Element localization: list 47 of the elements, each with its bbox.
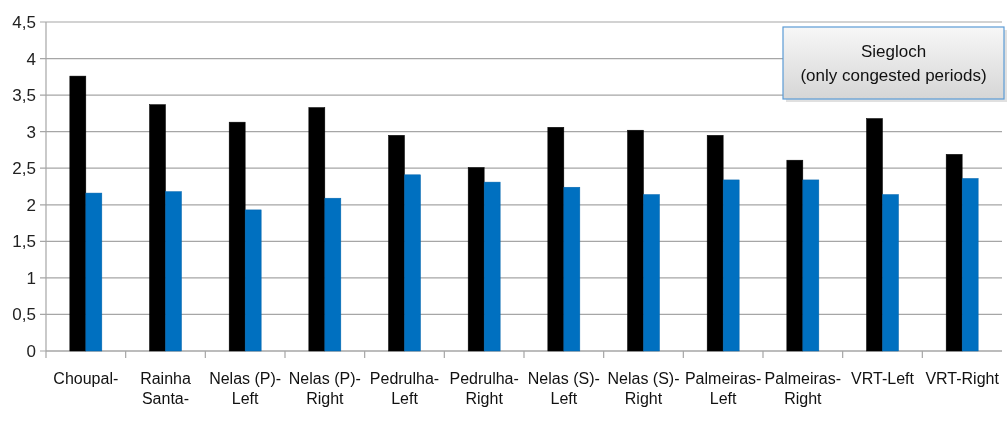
y-tick-label: 3 [26,122,36,142]
bar [244,209,262,352]
bar [228,121,246,352]
bar [802,179,820,352]
annotation: Siegloch (only congested periods) [800,42,987,85]
x-tick-label: VRT-Right [925,370,1000,387]
bar [945,154,963,352]
x-tick-label: Palmeiras- Left [684,370,762,407]
y-tick-label: 1,5 [12,232,36,252]
bar [961,178,979,352]
bar [308,107,326,352]
x-tick-label: VRT-Left [851,370,915,387]
bar [547,127,565,352]
bar [706,135,724,352]
bar [563,186,581,352]
bar [85,192,103,352]
bar [882,194,899,352]
bar [627,129,644,352]
bar [404,174,421,352]
bar [866,118,883,352]
y-tick-label: 0,5 [12,305,36,325]
x-tick-label: Nelas (S)- Right [607,370,680,407]
y-tick-label: 3,5 [12,86,36,106]
y-tick-label: 2 [26,195,36,215]
x-tick-label: Rainha Santa- [140,370,191,407]
x-tick-label: Pedrulha- Right [449,370,519,407]
bar [165,191,182,352]
y-tick-label: 2,5 [12,159,36,179]
x-tick-label: Pedrulha- Left [369,370,440,407]
bar [149,104,166,352]
x-tick-label: Palmeiras- Right [764,370,842,407]
y-tick-label: 4,5 [12,12,36,32]
bar [388,135,405,352]
y-tick-label: 4 [26,49,36,69]
y-tick-label: 1 [26,268,36,288]
bar [467,167,485,352]
y-tick-label: 0 [26,341,36,361]
bar [483,181,501,352]
x-tick-label: Nelas (P)- Right [288,370,361,407]
bar [643,194,660,352]
bar [69,75,87,352]
bar [722,179,740,352]
x-tick-label: Nelas (P)- Left [209,370,282,407]
x-tick-label: Choupal- [53,370,119,387]
x-tick-label: Nelas (S)- Left [527,370,600,407]
bar [786,159,804,352]
bar [324,197,342,352]
